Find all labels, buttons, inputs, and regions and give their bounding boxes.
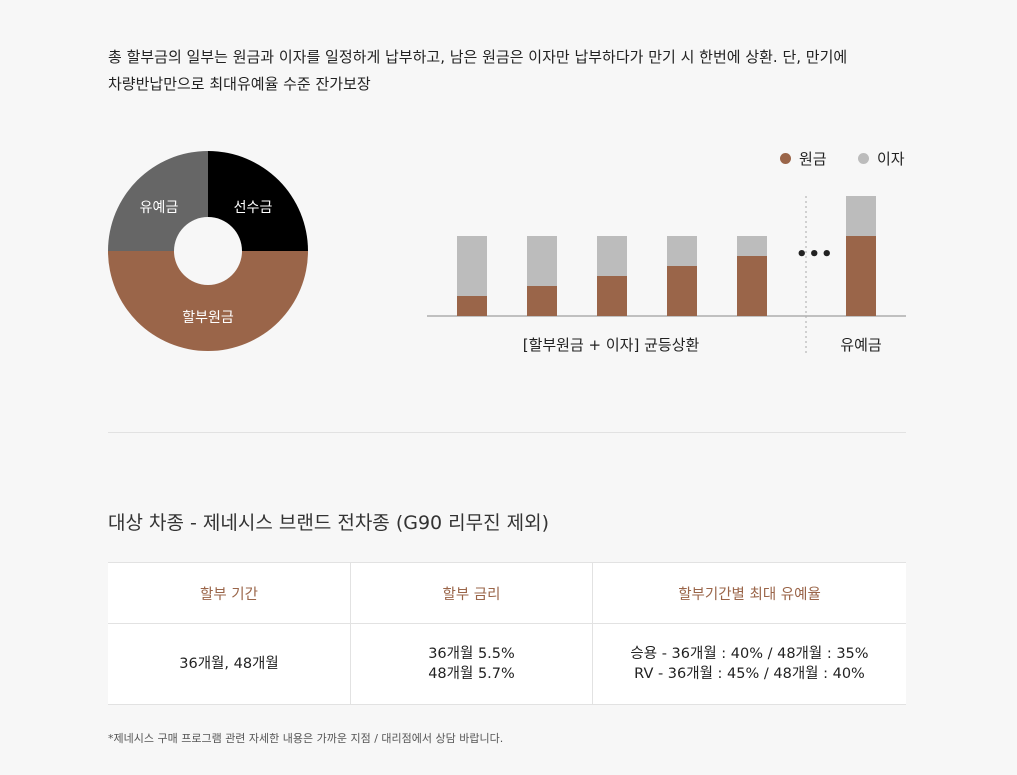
legend-interest-label: 이자 <box>877 150 905 168</box>
bar-interest-3 <box>597 236 627 276</box>
section-divider <box>108 432 906 433</box>
donut-chart <box>108 151 308 351</box>
cell-period: 36개월, 48개월 <box>108 623 351 705</box>
bar-principal-3 <box>597 276 627 316</box>
legend-principal-swatch <box>780 153 791 164</box>
footnote: *제네시스 구매 프로그램 관련 자세한 내용은 가까운 지점 / 대리점에서 … <box>108 732 504 745</box>
bar-interest-1 <box>457 236 487 296</box>
donut-label-deferred: 유예금 <box>139 200 179 216</box>
legend-principal: 원금 <box>780 148 827 169</box>
table-header-row: 할부 기간 할부 금리 할부기간별 최대 유예율 <box>108 562 906 624</box>
header-period: 할부 기간 <box>108 562 351 624</box>
bar-interest-5 <box>737 236 767 256</box>
caption-deferred: 유예금 <box>840 336 882 354</box>
cell-max-passenger: 승용 - 36개월 : 40% / 48개월 : 35% <box>630 646 869 662</box>
bar-principal-5 <box>737 256 767 316</box>
cell-rate-36: 36개월 5.5% <box>428 646 515 662</box>
header-rate: 할부 금리 <box>350 562 593 624</box>
bar-interest-4 <box>667 236 697 266</box>
donut-hole <box>174 217 242 285</box>
bar-interest-6 <box>846 196 876 236</box>
cell-max-rv: RV - 36개월 : 45% / 48개월 : 40% <box>634 666 865 682</box>
bar-principal-2 <box>527 286 557 316</box>
terms-table: 할부 기간 할부 금리 할부기간별 최대 유예율 36개월, 48개월 36개월… <box>108 562 906 705</box>
section-title: 대상 차종 - 제네시스 브랜드 전차종 (G90 리무진 제외) <box>108 512 550 534</box>
legend-interest: 이자 <box>858 148 905 169</box>
bar-principal-1 <box>457 296 487 316</box>
legend-principal-label: 원금 <box>799 150 827 168</box>
header-max-deferral: 할부기간별 최대 유예율 <box>592 562 906 624</box>
bar-principal-6 <box>846 236 876 316</box>
cell-rate: 36개월 5.5% 48개월 5.7% <box>350 623 593 705</box>
bar-principal-4 <box>667 266 697 316</box>
intro-line-2: 차량반납만으로 최대유예율 수준 잔가보장 <box>108 75 371 93</box>
cell-rate-48: 48개월 5.7% <box>428 666 515 682</box>
caption-equal-repayment: [할부원금 + 이자] 균등상환 <box>522 336 700 354</box>
ellipsis-icon: ••• <box>796 244 834 265</box>
donut-label-down-payment: 선수금 <box>233 200 273 216</box>
donut-label-principal: 할부원금 <box>182 310 234 326</box>
bar-interest-2 <box>527 236 557 286</box>
intro-line-1: 총 할부금의 일부는 원금과 이자를 일정하게 납부하고, 남은 원금은 이자만… <box>108 48 848 66</box>
legend-interest-swatch <box>858 153 869 164</box>
table-row: 36개월, 48개월 36개월 5.5% 48개월 5.7% 승용 - 36개월… <box>108 623 906 705</box>
cell-max-deferral: 승용 - 36개월 : 40% / 48개월 : 35% RV - 36개월 :… <box>592 623 906 705</box>
intro-text: 총 할부금의 일부는 원금과 이자를 일정하게 납부하고, 남은 원금은 이자만… <box>108 44 908 98</box>
